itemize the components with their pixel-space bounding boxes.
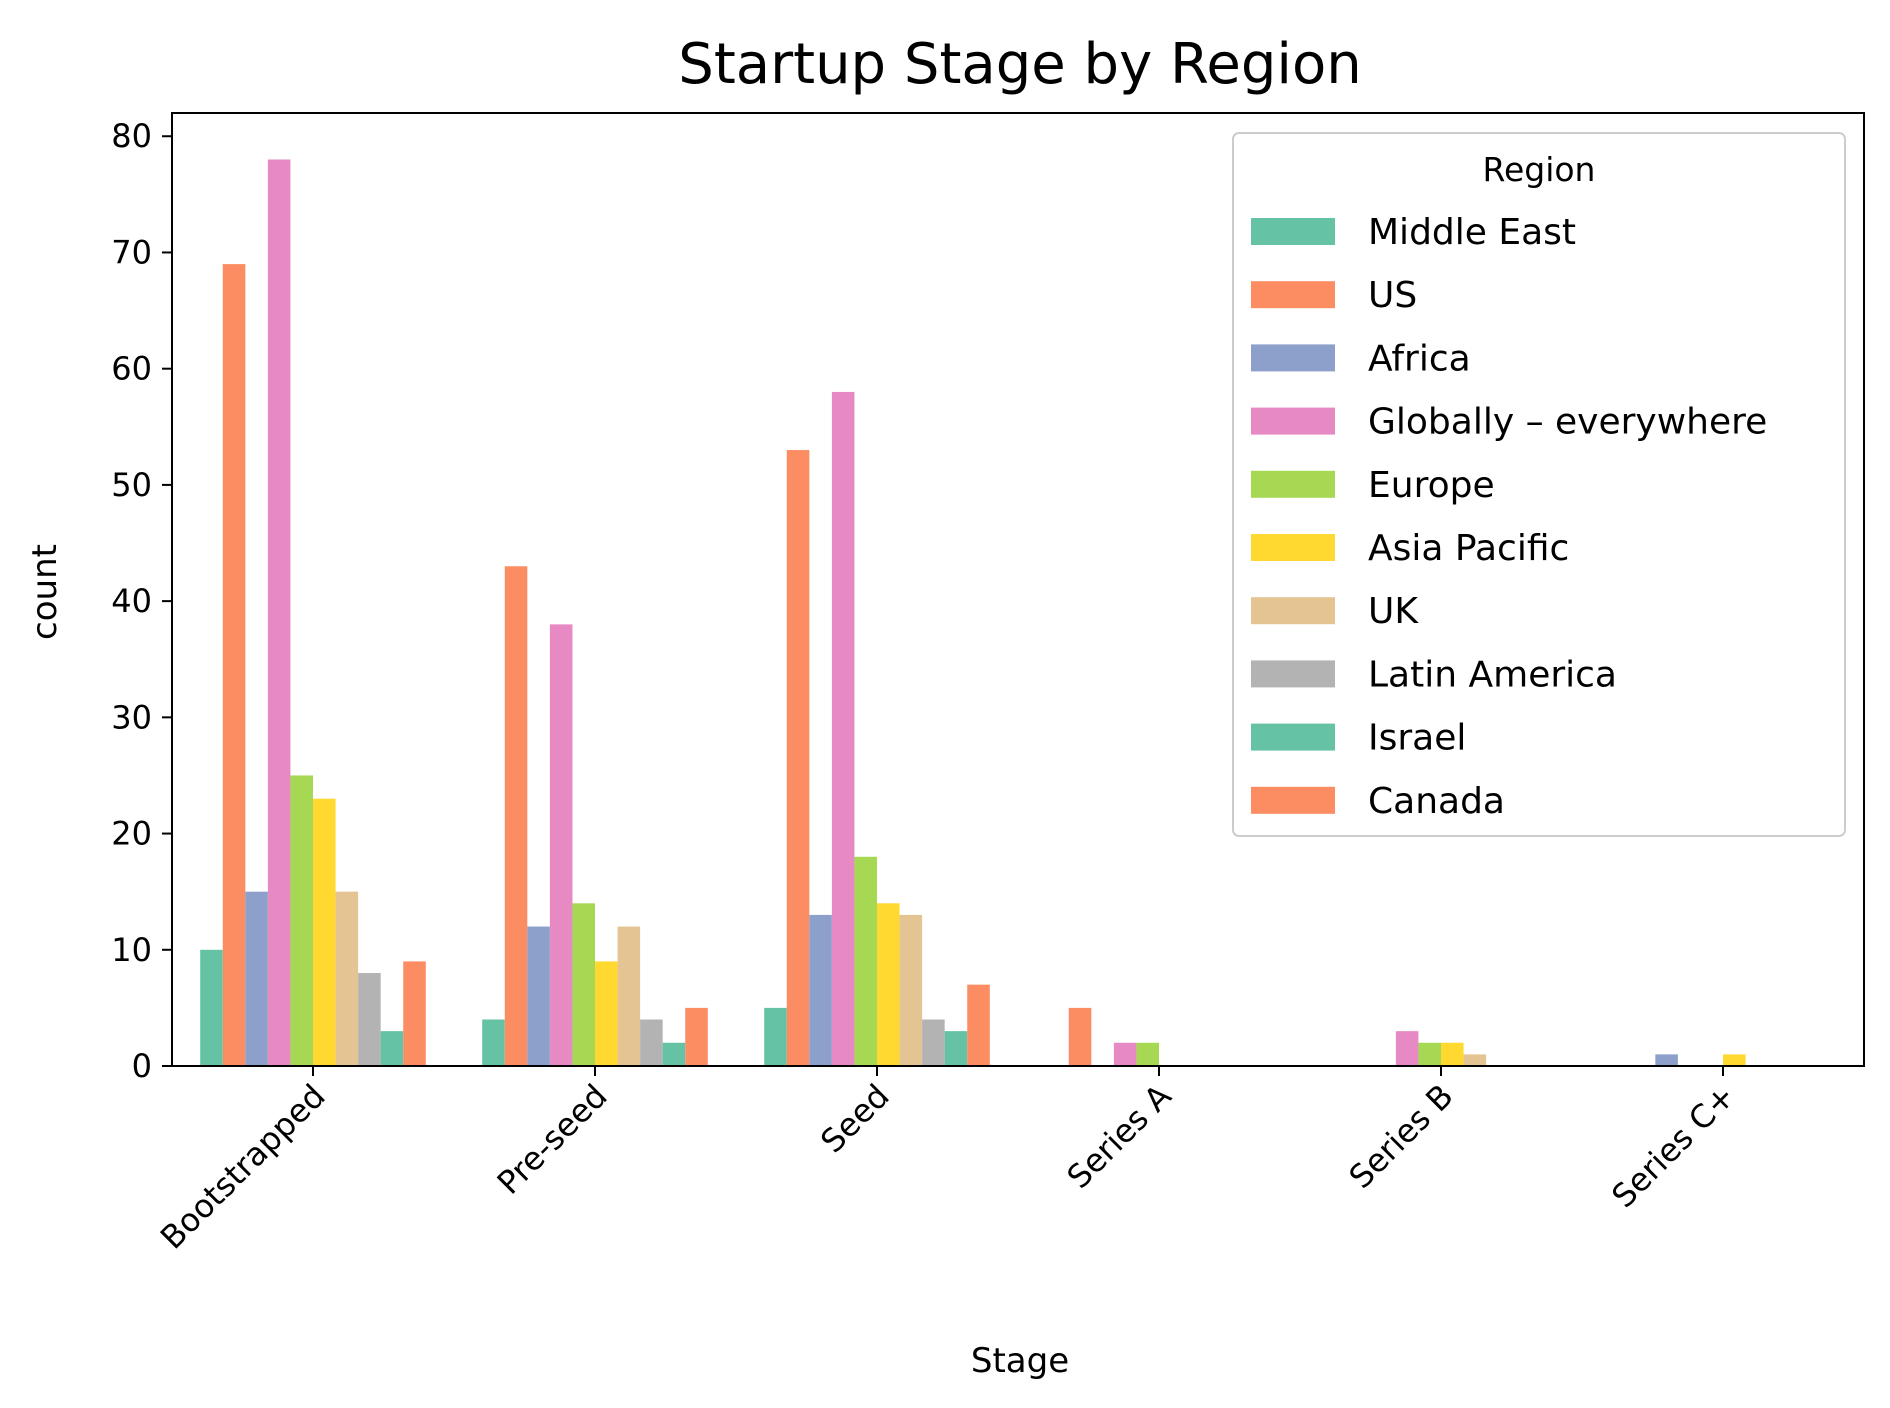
bar [899, 914, 923, 1066]
y-tick-label: 10 [111, 931, 152, 969]
bar [380, 1031, 404, 1066]
bar [877, 903, 900, 1066]
legend-swatch [1251, 723, 1335, 751]
bar [200, 949, 223, 1066]
legend-label: Europe [1368, 465, 1495, 506]
legend-label: Asia Pacific [1368, 528, 1569, 569]
bar [685, 1007, 708, 1066]
y-tick-label: 30 [111, 698, 152, 736]
bar [967, 984, 990, 1066]
legend-label: Globally – everywhere [1368, 402, 1767, 443]
bar [504, 566, 528, 1066]
bar [290, 775, 313, 1066]
bar [527, 926, 550, 1066]
bar [764, 1007, 787, 1066]
legend-swatch [1251, 407, 1335, 435]
bar [1723, 1054, 1746, 1066]
legend-label: Latin America [1368, 654, 1617, 695]
y-tick-label: 50 [111, 466, 152, 504]
bar [1418, 1042, 1441, 1066]
y-tick-label: 40 [111, 582, 152, 620]
chart-title: Startup Stage by Region [678, 32, 1361, 97]
axes [171, 112, 1865, 1067]
bar [1113, 1042, 1137, 1066]
legend-label: Africa [1368, 338, 1471, 379]
bar [1136, 1042, 1159, 1066]
legend-swatch [1251, 344, 1335, 372]
bar [403, 961, 426, 1066]
legend-frame [1232, 132, 1846, 837]
legend-label: Canada [1368, 781, 1505, 822]
bar [640, 1019, 663, 1066]
x-tick-label: Bootstrapped [153, 1077, 333, 1257]
y-tick-label: 80 [111, 117, 152, 155]
bar [617, 926, 641, 1066]
x-axis-label: Stage [971, 1341, 1069, 1381]
bar [482, 1019, 505, 1066]
bar [572, 903, 595, 1066]
bar [1441, 1042, 1464, 1066]
bar [662, 1042, 686, 1066]
y-tick-label: 60 [111, 350, 152, 388]
bar [1395, 1031, 1419, 1066]
bar [313, 798, 336, 1066]
bar [922, 1019, 945, 1066]
legend-label: Middle East [1368, 212, 1576, 253]
bars [200, 159, 1746, 1067]
y-tick-label: 0 [132, 1047, 152, 1085]
bar [786, 450, 810, 1066]
x-tick-label: Series B [1341, 1077, 1460, 1196]
legend-swatch [1251, 534, 1335, 561]
y-tick-label: 20 [111, 815, 152, 853]
bar [1655, 1054, 1678, 1066]
x-tick-label: Series C+ [1604, 1077, 1742, 1215]
legend-label: UK [1368, 591, 1419, 632]
bar [358, 973, 381, 1066]
legend-label: US [1368, 275, 1417, 316]
bar [549, 624, 573, 1066]
legend-swatch [1251, 597, 1335, 625]
bar [1068, 1007, 1092, 1066]
bar [1463, 1054, 1487, 1066]
legend-label: Israel [1368, 718, 1466, 759]
legend-swatch [1251, 281, 1335, 309]
bar [335, 891, 359, 1066]
x-tick-label: Series A [1060, 1077, 1179, 1196]
legend-swatch [1251, 470, 1335, 498]
bar [222, 264, 246, 1067]
bar [809, 914, 832, 1066]
bar [595, 961, 618, 1066]
bar [854, 856, 877, 1066]
legend-swatch [1251, 218, 1335, 245]
legend: Region Middle East US Africa Globally – ever… [1232, 132, 1846, 837]
plot-frame [171, 112, 1865, 1067]
y-axis-label: count [25, 544, 65, 640]
x-tick-label: Seed [813, 1077, 896, 1160]
legend-title: Region [1483, 150, 1596, 189]
bar [267, 159, 291, 1067]
bar [245, 891, 268, 1066]
y-tick-label: 70 [111, 233, 152, 271]
x-tick-label: Pre-seed [490, 1077, 615, 1202]
legend-swatch [1251, 660, 1335, 688]
legend-swatch [1251, 786, 1335, 814]
bar [831, 391, 855, 1066]
bar [944, 1031, 968, 1066]
